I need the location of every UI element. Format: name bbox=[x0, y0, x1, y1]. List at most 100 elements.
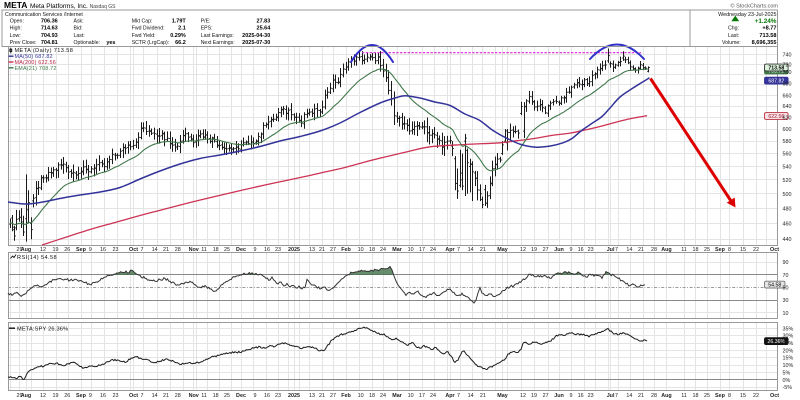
svg-text:25: 25 bbox=[704, 247, 710, 253]
svg-text:Open:: Open: bbox=[10, 18, 24, 24]
svg-text:14: 14 bbox=[152, 247, 158, 253]
svg-text:23: 23 bbox=[275, 247, 281, 253]
svg-text:Aug: Aug bbox=[661, 247, 671, 253]
svg-text:P/E:: P/E: bbox=[201, 18, 211, 24]
svg-text:Aug: Aug bbox=[661, 393, 671, 399]
svg-text:META:SPY 26.36%: META:SPY 26.36% bbox=[17, 326, 68, 332]
svg-text:13: 13 bbox=[309, 393, 315, 399]
svg-text:19: 19 bbox=[531, 393, 537, 399]
svg-text:14: 14 bbox=[626, 393, 632, 399]
svg-text:12: 12 bbox=[40, 247, 46, 253]
svg-text:622.56: 622.56 bbox=[768, 114, 784, 120]
svg-text:21: 21 bbox=[163, 247, 169, 253]
svg-text:10: 10 bbox=[408, 393, 414, 399]
svg-text:7: 7 bbox=[457, 247, 460, 253]
svg-text:Sep: Sep bbox=[715, 247, 726, 253]
svg-text:480: 480 bbox=[783, 206, 792, 212]
svg-text:18: 18 bbox=[693, 247, 699, 253]
svg-text:Aug: Aug bbox=[21, 393, 31, 399]
svg-text:580: 580 bbox=[783, 139, 792, 145]
svg-text:Sep: Sep bbox=[715, 393, 726, 399]
svg-text:714.63: 714.63 bbox=[41, 26, 58, 32]
svg-text:7: 7 bbox=[141, 247, 144, 253]
svg-text:706.36: 706.36 bbox=[41, 18, 58, 24]
svg-text:Fwd Yield:: Fwd Yield: bbox=[132, 33, 156, 39]
svg-text:Feb: Feb bbox=[341, 247, 351, 253]
svg-text:23: 23 bbox=[275, 393, 281, 399]
svg-text:24: 24 bbox=[380, 247, 386, 253]
svg-text:11: 11 bbox=[201, 247, 207, 253]
svg-text:Mkt Cap:: Mkt Cap: bbox=[132, 18, 153, 24]
svg-text:Apr: Apr bbox=[445, 247, 455, 253]
svg-text:Last Earnings:: Last Earnings: bbox=[201, 33, 234, 39]
svg-text:10%: 10% bbox=[783, 363, 794, 369]
svg-text:Sep: Sep bbox=[76, 393, 87, 399]
svg-text:30: 30 bbox=[783, 298, 789, 304]
svg-text:28: 28 bbox=[651, 393, 657, 399]
svg-text:24: 24 bbox=[430, 393, 436, 399]
svg-text:Jun: Jun bbox=[554, 393, 564, 399]
svg-text:May: May bbox=[497, 393, 508, 399]
svg-text:17: 17 bbox=[419, 247, 425, 253]
svg-text:9: 9 bbox=[570, 393, 573, 399]
svg-text:Mar: Mar bbox=[392, 393, 402, 399]
svg-text:12: 12 bbox=[40, 393, 46, 399]
svg-text:16: 16 bbox=[100, 247, 106, 253]
svg-text:12: 12 bbox=[520, 247, 526, 253]
svg-text:8: 8 bbox=[728, 393, 731, 399]
svg-text:500: 500 bbox=[783, 192, 792, 198]
svg-text:Volume:: Volume: bbox=[722, 40, 741, 46]
svg-text:Optionable:: Optionable: bbox=[74, 40, 101, 46]
svg-text:21: 21 bbox=[480, 393, 486, 399]
svg-text:Oct: Oct bbox=[129, 247, 138, 253]
svg-text:680: 680 bbox=[783, 82, 792, 88]
svg-text:Ask:: Ask: bbox=[74, 18, 84, 24]
svg-text:Sep: Sep bbox=[76, 247, 87, 253]
svg-text:2025: 2025 bbox=[288, 393, 300, 399]
svg-text:16: 16 bbox=[264, 247, 270, 253]
svg-text:18: 18 bbox=[213, 393, 219, 399]
svg-text:27.83: 27.83 bbox=[257, 18, 271, 24]
svg-text:9: 9 bbox=[254, 247, 257, 253]
svg-text:9: 9 bbox=[89, 393, 92, 399]
svg-text:15%: 15% bbox=[783, 356, 794, 362]
svg-text:13: 13 bbox=[309, 247, 315, 253]
svg-text:560: 560 bbox=[783, 152, 792, 158]
svg-text:640: 640 bbox=[783, 104, 792, 110]
svg-text:Aug: Aug bbox=[21, 247, 31, 253]
svg-text:Wednesday 23-Jul-2025: Wednesday 23-Jul-2025 bbox=[718, 12, 776, 18]
svg-text:+1.24%: +1.24% bbox=[755, 18, 777, 25]
svg-text:27: 27 bbox=[543, 393, 549, 399]
svg-text:19: 19 bbox=[53, 247, 59, 253]
svg-text:25%: 25% bbox=[783, 341, 794, 347]
svg-text:21: 21 bbox=[163, 393, 169, 399]
svg-text:MA(200) 622.56: MA(200) 622.56 bbox=[15, 60, 56, 66]
svg-text:7: 7 bbox=[615, 393, 618, 399]
svg-text:21: 21 bbox=[319, 393, 325, 399]
svg-text:540: 540 bbox=[783, 165, 792, 171]
svg-text:14: 14 bbox=[626, 247, 632, 253]
svg-text:15: 15 bbox=[740, 393, 746, 399]
svg-text:14: 14 bbox=[468, 247, 474, 253]
svg-text:0.29%: 0.29% bbox=[170, 33, 186, 39]
svg-text:11: 11 bbox=[681, 247, 687, 253]
svg-text:META (Daily) 713.58: META (Daily) 713.58 bbox=[15, 48, 74, 54]
svg-text:High:: High: bbox=[10, 26, 22, 32]
svg-text:600: 600 bbox=[783, 127, 792, 133]
svg-text:15: 15 bbox=[740, 247, 746, 253]
svg-text:26: 26 bbox=[64, 393, 70, 399]
svg-text:10: 10 bbox=[783, 311, 789, 317]
svg-text:660: 660 bbox=[783, 93, 792, 99]
svg-text:Last:: Last: bbox=[74, 33, 85, 39]
svg-text:20%: 20% bbox=[783, 348, 794, 354]
svg-text:8,696,355: 8,696,355 bbox=[752, 40, 777, 46]
svg-text:Jun: Jun bbox=[554, 247, 564, 253]
svg-text:MA(50) 687.82: MA(50) 687.82 bbox=[15, 54, 53, 60]
svg-text:yes: yes bbox=[106, 40, 115, 46]
svg-text:EMA(21) 708.72: EMA(21) 708.72 bbox=[15, 66, 57, 72]
svg-text:0%: 0% bbox=[783, 378, 791, 384]
svg-text:620: 620 bbox=[783, 115, 792, 121]
svg-text:Nov: Nov bbox=[189, 393, 199, 399]
svg-text:23: 23 bbox=[113, 393, 119, 399]
svg-text:7: 7 bbox=[141, 393, 144, 399]
